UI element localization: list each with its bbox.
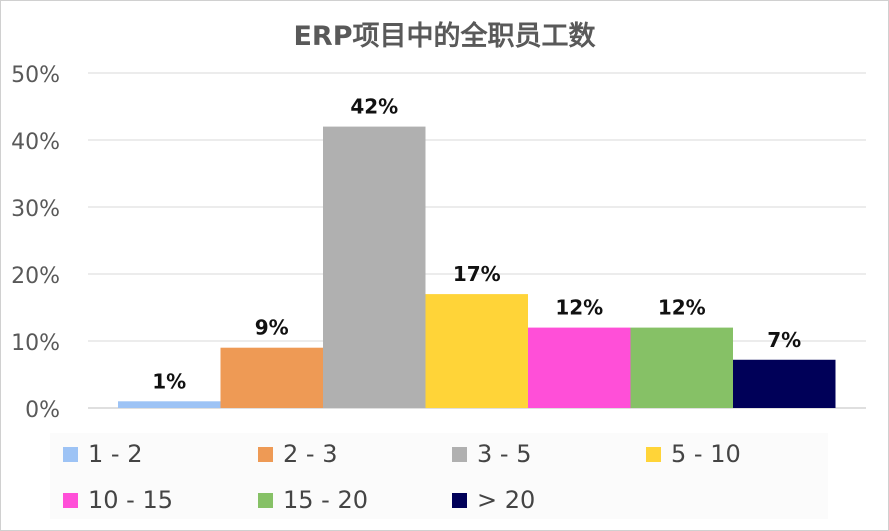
legend-label: > 20 <box>477 486 536 514</box>
bar <box>733 359 836 408</box>
legend-swatch <box>63 446 78 462</box>
legend-label: 3 - 5 <box>477 440 532 468</box>
legend-item: 2 - 3 <box>258 440 338 468</box>
legend-swatch <box>452 492 467 508</box>
legend-label: 15 - 20 <box>283 486 368 514</box>
legend-item: 1 - 2 <box>63 440 143 468</box>
data-label: 42% <box>350 95 398 119</box>
legend-label: 2 - 3 <box>283 440 338 468</box>
bar <box>323 126 426 408</box>
legend-swatch <box>258 492 273 508</box>
bar <box>630 327 733 408</box>
legend-item: 3 - 5 <box>452 440 532 468</box>
y-tick-label: 0% <box>25 398 60 423</box>
legend-swatch <box>646 446 661 462</box>
bar <box>528 327 631 408</box>
data-label: 12% <box>658 296 706 320</box>
y-tick-label: 30% <box>11 197 60 222</box>
data-label: 12% <box>555 296 603 320</box>
legend-swatch <box>452 446 467 462</box>
legend-item: 10 - 15 <box>63 486 173 514</box>
legend-item: > 20 <box>452 486 536 514</box>
data-label: 7% <box>767 328 801 352</box>
bar <box>118 401 221 408</box>
y-tick-label: 50% <box>11 63 60 88</box>
legend-item: 5 - 10 <box>646 440 741 468</box>
y-tick-label: 40% <box>11 130 60 155</box>
legend-label: 5 - 10 <box>671 440 741 468</box>
bar <box>220 347 323 408</box>
legend <box>50 433 828 519</box>
legend-swatch <box>258 446 273 462</box>
bar <box>425 294 528 408</box>
chart-title: ERP项目中的全职员工数 <box>293 21 596 52</box>
data-label: 9% <box>255 316 289 340</box>
legend-label: 1 - 2 <box>88 440 143 468</box>
legend-swatch <box>63 492 78 508</box>
data-label: 17% <box>453 262 501 286</box>
y-tick-label: 20% <box>11 264 60 289</box>
legend-item: 15 - 20 <box>258 486 368 514</box>
data-label: 1% <box>152 369 186 393</box>
legend-label: 10 - 15 <box>88 486 173 514</box>
y-tick-label: 10% <box>11 331 60 356</box>
